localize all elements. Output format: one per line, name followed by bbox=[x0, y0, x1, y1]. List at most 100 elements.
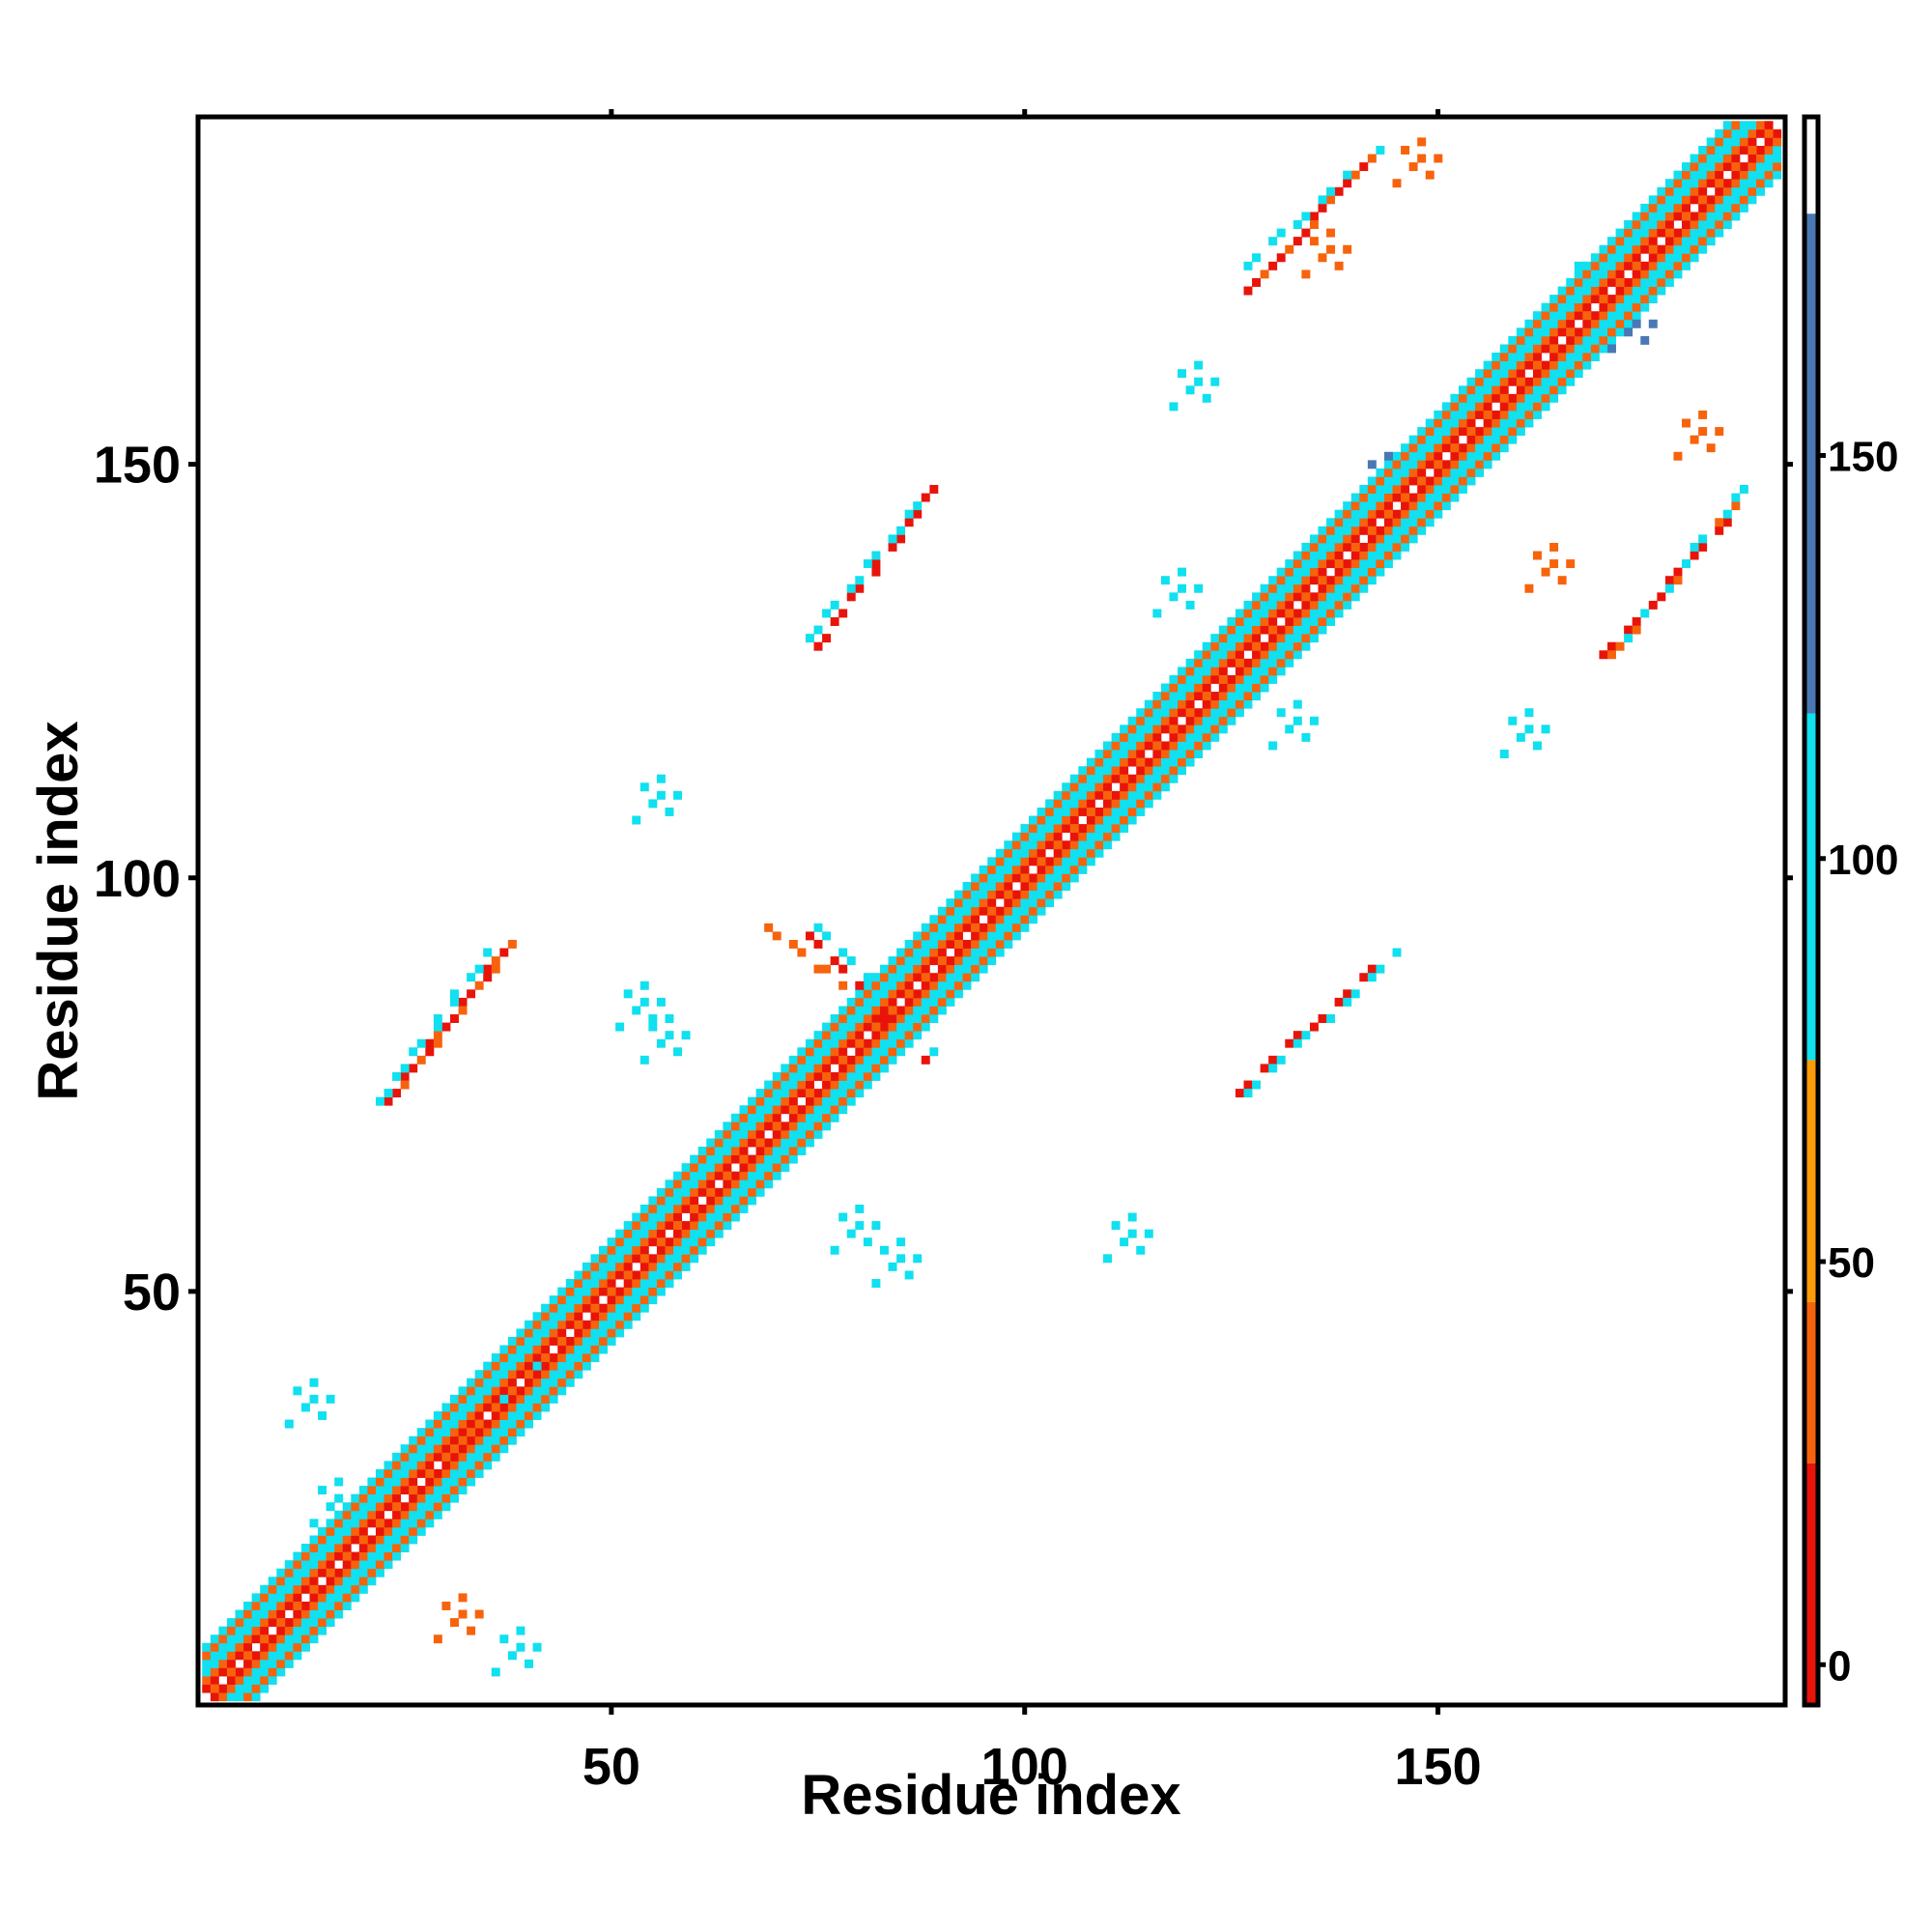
heatmap-cell bbox=[409, 1526, 418, 1536]
heatmap-cell bbox=[1169, 699, 1179, 709]
heatmap-cell bbox=[1169, 708, 1179, 718]
heatmap-cell bbox=[1004, 848, 1013, 858]
heatmap-cell bbox=[1541, 335, 1550, 345]
heatmap-cell bbox=[1144, 757, 1153, 767]
heatmap-cell bbox=[1722, 162, 1732, 172]
heatmap-cell bbox=[665, 1245, 674, 1255]
heatmap-cell bbox=[995, 890, 1005, 899]
heatmap-cell bbox=[1029, 857, 1037, 867]
heatmap-cell bbox=[1401, 509, 1410, 519]
heatmap-cell bbox=[896, 1006, 906, 1015]
heatmap-cell bbox=[1434, 460, 1443, 469]
heatmap-cell bbox=[1657, 186, 1666, 196]
heatmap-cell bbox=[1524, 353, 1534, 361]
heatmap-cell bbox=[342, 1568, 352, 1577]
heatmap-cell bbox=[1541, 567, 1550, 577]
heatmap-cell bbox=[607, 1312, 616, 1321]
heatmap-cell bbox=[656, 1038, 666, 1048]
heatmap-cell bbox=[623, 1245, 633, 1255]
heatmap-cell bbox=[615, 1229, 625, 1238]
heatmap-cell bbox=[1152, 699, 1162, 709]
heatmap-cell bbox=[441, 1444, 451, 1454]
heatmap-cell bbox=[1664, 186, 1674, 196]
heatmap-cell bbox=[1731, 170, 1741, 180]
heatmap-cell bbox=[855, 980, 865, 990]
heatmap-cell bbox=[871, 551, 881, 560]
heatmap-cell bbox=[697, 1171, 707, 1180]
heatmap-cell bbox=[499, 1345, 509, 1354]
heatmap-cell bbox=[1706, 179, 1716, 188]
heatmap-cell bbox=[1582, 327, 1592, 337]
heatmap-cell bbox=[1590, 344, 1600, 354]
heatmap-cell bbox=[648, 1254, 658, 1264]
heatmap-cell bbox=[1715, 179, 1724, 188]
heatmap-cell bbox=[656, 1237, 666, 1247]
heatmap-cell bbox=[458, 1428, 468, 1437]
heatmap-cell bbox=[1466, 443, 1476, 453]
heatmap-cell bbox=[243, 1642, 253, 1652]
heatmap-cell bbox=[474, 1378, 484, 1387]
x-tick-label: 150 bbox=[1395, 1738, 1482, 1796]
heatmap-cell bbox=[1268, 600, 1278, 610]
heatmap-cell bbox=[1334, 583, 1344, 593]
heatmap-cell bbox=[1309, 542, 1319, 552]
heatmap-cell bbox=[1094, 757, 1104, 767]
heatmap-cell bbox=[673, 1237, 682, 1247]
heatmap-cell bbox=[1202, 692, 1211, 701]
heatmap-cell bbox=[409, 1461, 418, 1470]
heatmap-cell bbox=[953, 890, 963, 899]
heatmap-cell bbox=[309, 1544, 319, 1552]
heatmap-cell bbox=[1458, 468, 1467, 477]
heatmap-cell bbox=[1574, 286, 1583, 296]
heatmap-cell bbox=[409, 1047, 418, 1057]
heatmap-cell bbox=[1343, 989, 1352, 999]
heatmap-cell bbox=[1243, 658, 1253, 668]
heatmap-cell bbox=[1383, 493, 1393, 502]
heatmap-cell bbox=[888, 1047, 897, 1057]
heatmap-cell bbox=[1210, 692, 1220, 701]
heatmap-cell bbox=[1160, 716, 1170, 725]
heatmap-cell bbox=[1326, 609, 1336, 618]
heatmap-cell bbox=[268, 1659, 277, 1668]
heatmap-cell bbox=[764, 1113, 774, 1122]
heatmap-cell bbox=[260, 1626, 270, 1635]
heatmap-cell bbox=[1078, 782, 1088, 792]
heatmap-cell bbox=[1004, 939, 1013, 949]
heatmap-cell bbox=[879, 1006, 889, 1015]
heatmap-cell bbox=[400, 1444, 410, 1454]
heatmap-cell bbox=[599, 1254, 608, 1264]
heatmap-cell bbox=[243, 1618, 253, 1628]
heatmap-cell bbox=[1178, 757, 1186, 767]
heatmap-cell bbox=[730, 1138, 740, 1148]
heatmap-cell bbox=[937, 1006, 947, 1015]
heatmap-cell bbox=[1417, 468, 1427, 477]
heatmap-cell bbox=[1673, 244, 1683, 254]
heatmap-cell bbox=[1524, 724, 1534, 734]
heatmap-cell bbox=[1094, 807, 1104, 816]
heatmap-cell bbox=[351, 1502, 360, 1512]
heatmap-cell bbox=[979, 931, 988, 941]
heatmap-cell bbox=[656, 1270, 666, 1280]
heatmap-cell bbox=[400, 1544, 410, 1552]
heatmap-cell bbox=[838, 980, 848, 990]
heatmap-cell bbox=[1383, 526, 1393, 535]
heatmap-cell bbox=[1120, 741, 1129, 751]
heatmap-cell bbox=[1582, 286, 1592, 296]
heatmap-cell bbox=[1582, 311, 1592, 321]
heatmap-cell bbox=[483, 1378, 493, 1387]
heatmap-cell bbox=[516, 1403, 526, 1412]
heatmap-cell bbox=[665, 1279, 674, 1288]
heatmap-cell bbox=[1682, 212, 1690, 221]
heatmap-cell bbox=[971, 882, 980, 891]
heatmap-cell bbox=[416, 1493, 426, 1503]
heatmap-cell bbox=[1144, 1229, 1153, 1238]
heatmap-cell bbox=[1549, 360, 1559, 370]
heatmap-cell bbox=[1276, 641, 1286, 651]
heatmap-cell bbox=[962, 948, 972, 957]
heatmap-cell bbox=[1127, 799, 1137, 809]
heatmap-cell bbox=[293, 1584, 302, 1594]
heatmap-cell bbox=[995, 931, 1005, 941]
heatmap-cell bbox=[1401, 468, 1410, 477]
heatmap-cell bbox=[293, 1618, 302, 1628]
heatmap-cell bbox=[665, 1031, 674, 1040]
